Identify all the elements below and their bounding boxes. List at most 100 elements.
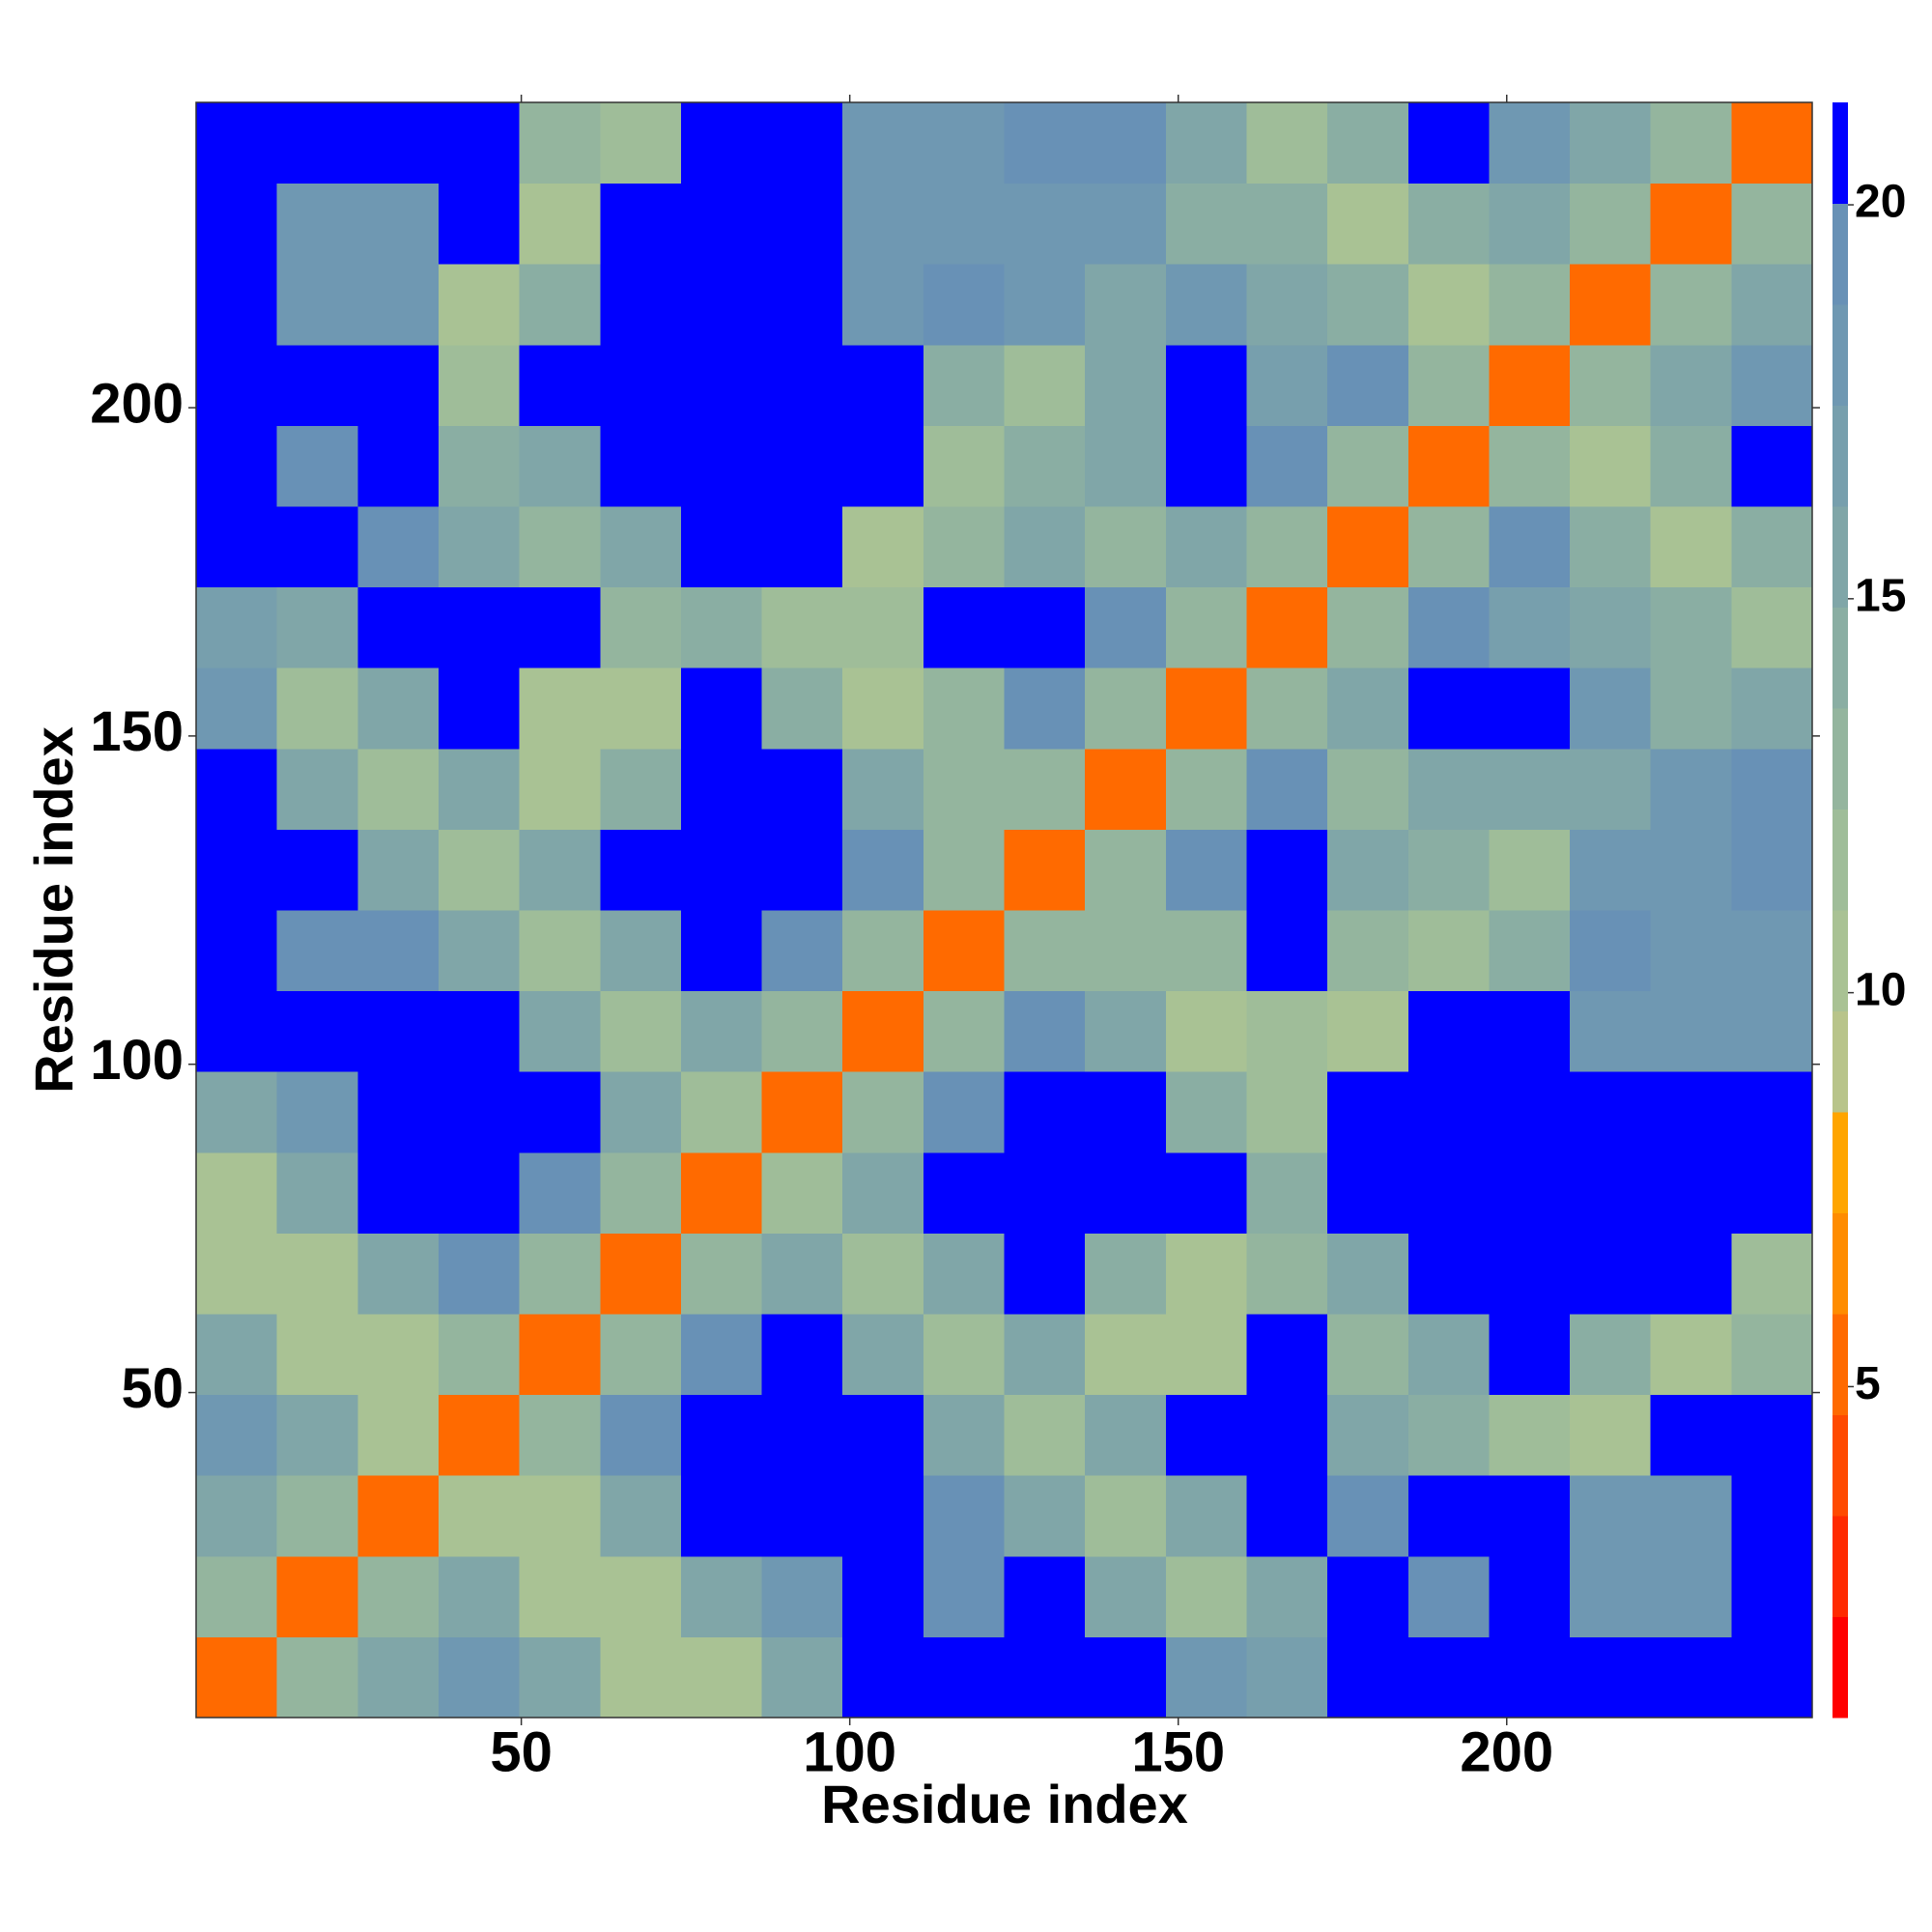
heat-cell <box>1165 586 1247 668</box>
heat-cell <box>1570 264 1652 346</box>
heat-cell <box>680 829 763 911</box>
heat-cell <box>1327 829 1409 911</box>
heat-cell <box>761 1151 843 1234</box>
heat-cell <box>1327 1314 1409 1396</box>
heat-cell <box>842 829 924 911</box>
heat-cell <box>1085 1314 1167 1396</box>
heat-cell <box>842 668 924 750</box>
heat-cell <box>1731 1555 1813 1637</box>
heat-cell <box>1004 829 1086 911</box>
heat-cell <box>1165 102 1247 185</box>
heat-cell <box>196 1555 278 1637</box>
heat-cell <box>761 264 843 346</box>
colorbar-band <box>1833 809 1848 911</box>
heat-cell <box>1570 425 1652 507</box>
heat-cell <box>1085 102 1167 185</box>
heat-cell <box>1570 1071 1652 1153</box>
heat-cell <box>519 183 601 265</box>
x-tick-label: 200 <box>1460 1720 1553 1783</box>
colorbar-band <box>1833 1010 1848 1113</box>
heat-cell <box>1570 586 1652 668</box>
heat-cell <box>196 183 278 265</box>
heat-cell <box>1327 264 1409 346</box>
heat-cell <box>1327 506 1409 588</box>
heat-cell <box>357 990 440 1072</box>
heat-cell <box>1650 1233 1732 1315</box>
heat-cell <box>1570 1151 1652 1234</box>
heat-cell <box>1085 425 1167 507</box>
heat-cell <box>1731 1071 1813 1153</box>
heat-cell <box>842 1314 924 1396</box>
heat-cell <box>1489 1555 1571 1637</box>
heat-cell <box>519 425 601 507</box>
heat-cell <box>438 183 521 265</box>
heat-cell <box>519 668 601 750</box>
heat-cell <box>761 1475 843 1557</box>
heat-cell <box>1650 183 1732 265</box>
heat-cell <box>842 1555 924 1637</box>
heat-cell <box>680 1151 763 1234</box>
colorbar-tick-label: 15 <box>1855 571 1906 622</box>
heat-cell <box>923 586 1005 668</box>
heat-cell <box>1650 1394 1732 1476</box>
heat-cell <box>1407 1314 1490 1396</box>
heat-cell <box>438 1151 521 1234</box>
heat-cell <box>1489 1233 1571 1315</box>
heat-cell <box>276 1151 358 1234</box>
heat-cell <box>519 102 601 185</box>
heat-cell <box>1004 425 1086 507</box>
heat-cell <box>842 183 924 265</box>
heat-cell <box>1246 1071 1328 1153</box>
heat-cell <box>1165 1636 1247 1719</box>
heat-cell <box>1489 1071 1571 1153</box>
heat-cell <box>1570 1475 1652 1557</box>
heat-cell <box>1407 990 1490 1072</box>
heat-cell <box>276 1475 358 1557</box>
heat-cell <box>680 1475 763 1557</box>
heat-cell <box>1650 1071 1732 1153</box>
heat-cell <box>196 1636 278 1719</box>
heat-cell <box>519 829 601 911</box>
heat-cell <box>276 586 358 668</box>
heat-cell <box>438 586 521 668</box>
plot-frame <box>195 101 1813 1719</box>
heat-cell <box>438 1636 521 1719</box>
heat-cell <box>1165 1394 1247 1476</box>
heat-cell <box>1570 344 1652 426</box>
heat-cell <box>600 183 682 265</box>
heat-cell <box>923 990 1005 1072</box>
heat-cell <box>1165 344 1247 426</box>
heat-cell <box>519 1233 601 1315</box>
heat-cell <box>357 425 440 507</box>
heat-cell <box>1004 668 1086 750</box>
heat-cell <box>276 829 358 911</box>
x-tick-label: 150 <box>1131 1720 1225 1783</box>
heat-cell <box>357 264 440 346</box>
heat-cell <box>1570 748 1652 830</box>
heat-cell <box>1165 1555 1247 1637</box>
heat-cell <box>438 1071 521 1153</box>
heat-cell <box>196 264 278 346</box>
heat-cell <box>761 1233 843 1315</box>
heat-cell <box>600 668 682 750</box>
heat-cell <box>438 1233 521 1315</box>
heat-cell <box>357 1636 440 1719</box>
heat-cell <box>196 1314 278 1396</box>
heat-cell <box>357 506 440 588</box>
heat-cell <box>842 506 924 588</box>
heat-cell <box>600 1314 682 1396</box>
heat-cell <box>519 748 601 830</box>
colorbar-band <box>1833 1112 1848 1213</box>
heat-cell <box>438 1555 521 1637</box>
heat-cell <box>680 586 763 668</box>
heat-cell <box>1570 102 1652 185</box>
heat-cell <box>196 1151 278 1234</box>
heat-cell <box>519 1151 601 1234</box>
heat-cell <box>1004 1233 1086 1315</box>
heat-cell <box>357 1475 440 1557</box>
heat-cell <box>1731 1394 1813 1476</box>
heat-cell <box>196 910 278 992</box>
heat-cell <box>842 1636 924 1719</box>
heat-cell <box>680 425 763 507</box>
heat-cell <box>1165 910 1247 992</box>
